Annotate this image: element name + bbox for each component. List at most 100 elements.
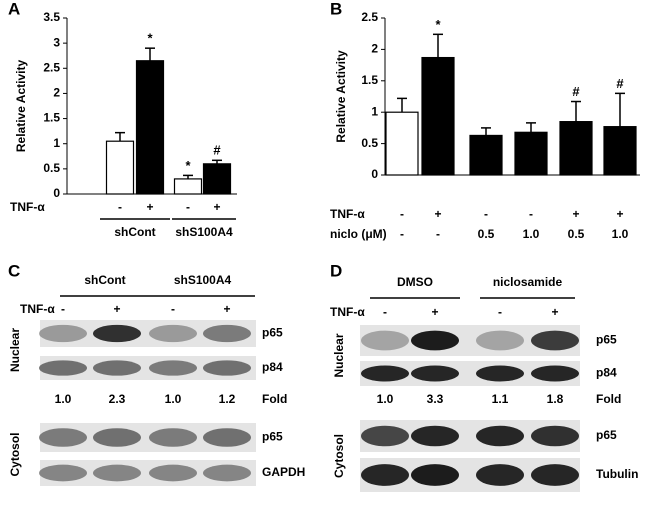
row-value: - (436, 227, 440, 241)
treatment-value: - (171, 302, 175, 316)
y-tick-label: 0 (53, 186, 60, 200)
fraction-label: Cytosol (8, 432, 22, 476)
blot-band (361, 464, 409, 486)
blot-band (531, 365, 579, 382)
fold-value: 1.2 (219, 392, 236, 406)
blot-band (411, 464, 459, 486)
treatment-value: - (61, 302, 65, 316)
row-value: - (484, 207, 488, 221)
blot-band (203, 324, 251, 343)
blot-band (93, 464, 141, 482)
band-label: p65 (596, 333, 617, 347)
band-label: p65 (262, 430, 283, 444)
y-tick-label: 1 (371, 104, 378, 118)
blot-band (93, 428, 141, 447)
band-label: Tubulin (596, 467, 638, 481)
row-value: 1.0 (523, 227, 540, 241)
blot-band (531, 425, 579, 447)
blot-band (361, 365, 409, 382)
annotation: * (435, 17, 441, 32)
band-label: GAPDH (262, 465, 305, 479)
treatment-value: - (498, 305, 502, 319)
fraction-label: Nuclear (8, 328, 22, 372)
row-value: + (146, 200, 153, 214)
group-label: shCont (114, 225, 155, 239)
fold-value: 1.1 (492, 392, 509, 406)
treatment-value: + (113, 302, 120, 316)
blot-band (476, 464, 524, 486)
treatment-value: + (223, 302, 230, 316)
y-tick-label: 2 (53, 86, 60, 100)
bar (105, 140, 135, 195)
panel-label: A (8, 0, 20, 18)
y-axis-label: Relative Activity (14, 60, 28, 153)
panel-label: D (330, 261, 342, 280)
blot-band (361, 425, 409, 447)
fold-value: 1.8 (547, 392, 564, 406)
group-label: niclosamide (493, 275, 563, 289)
panel-label: C (8, 261, 20, 280)
bar (135, 60, 165, 195)
annotation: * (147, 31, 153, 46)
y-tick-label: 3.5 (43, 10, 60, 24)
blot-band (93, 360, 141, 376)
band-label: p65 (262, 326, 283, 340)
bar (603, 126, 637, 176)
y-tick-label: 2 (371, 42, 378, 56)
blot-strip (40, 460, 256, 486)
treatment-label: TNF-α (330, 305, 365, 319)
blot-band (411, 365, 459, 382)
y-tick-label: 2.5 (361, 10, 378, 24)
blot-band (203, 464, 251, 482)
fold-label: Fold (262, 392, 287, 406)
blot-band (39, 324, 87, 343)
row-value: - (529, 207, 533, 221)
row-value: + (434, 207, 441, 221)
blot-band (476, 365, 524, 382)
group-label: shCont (84, 273, 125, 287)
y-tick-label: 3 (53, 35, 60, 49)
panel-label: B (330, 0, 342, 18)
fold-value: 1.0 (377, 392, 394, 406)
annotation: # (572, 84, 580, 99)
blot-band (39, 360, 87, 376)
fold-value: 3.3 (427, 392, 444, 406)
fold-value: 1.0 (55, 392, 72, 406)
bar (559, 121, 593, 176)
blot-band (203, 428, 251, 447)
y-axis-label: Relative Activity (334, 50, 348, 143)
blot-band (149, 464, 197, 482)
row-value: - (400, 207, 404, 221)
row-value: + (572, 207, 579, 221)
fold-value: 1.0 (165, 392, 182, 406)
blot-band (39, 464, 87, 482)
row-value: - (118, 200, 122, 214)
row-value: + (213, 200, 220, 214)
treatment-value: + (431, 305, 438, 319)
fold-value: 2.3 (109, 392, 126, 406)
blot-band (361, 330, 409, 351)
annotation: # (213, 143, 221, 158)
band-label: p84 (596, 366, 617, 380)
row-value: + (616, 207, 623, 221)
blot-band (149, 428, 197, 447)
row-value: 0.5 (568, 227, 585, 241)
y-tick-label: 1.5 (361, 73, 378, 87)
y-tick-label: 0 (371, 167, 378, 181)
y-tick-label: 1.5 (43, 111, 60, 125)
group-label: shS100A4 (175, 225, 233, 239)
group-label: DMSO (397, 275, 433, 289)
bar (202, 163, 232, 195)
blot-band (411, 330, 459, 351)
row-label: niclo (μM) (330, 227, 387, 241)
blot-band (531, 330, 579, 351)
row-value: 1.0 (612, 227, 629, 241)
treatment-value: + (551, 305, 558, 319)
blot-band (531, 464, 579, 486)
fold-label: Fold (596, 392, 621, 406)
annotation: * (185, 158, 191, 173)
fraction-label: Cytosol (332, 434, 346, 478)
band-label: p84 (262, 360, 283, 374)
y-tick-label: 0.5 (43, 161, 60, 175)
